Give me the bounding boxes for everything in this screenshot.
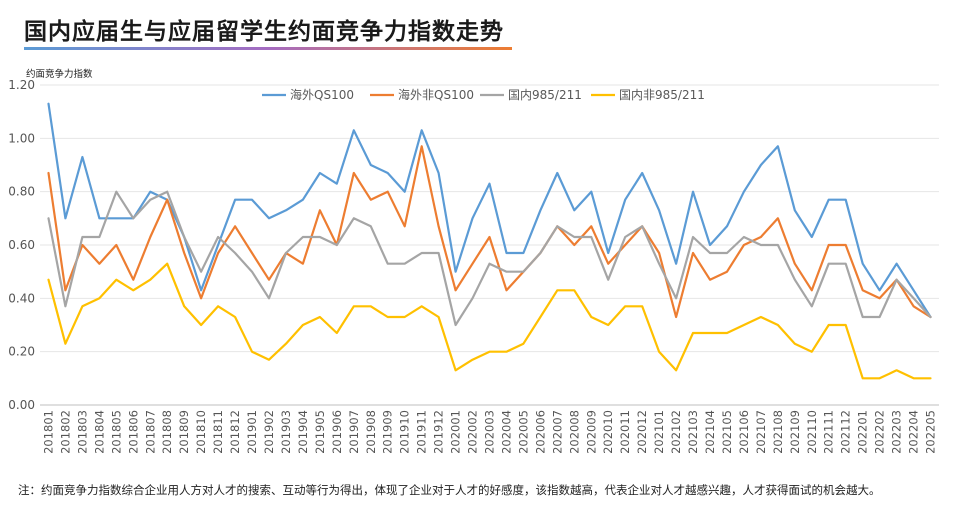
x-tick-label: 201810	[194, 410, 208, 454]
x-tick-label: 202111	[822, 410, 836, 454]
x-tick-label: 202009	[584, 410, 598, 454]
x-tick-label: 202010	[601, 410, 615, 454]
x-tick-label: 201906	[330, 410, 344, 454]
x-tick-label: 201801	[41, 410, 55, 454]
x-tick-label: 202112	[839, 410, 853, 454]
y-tick-labels: 0.00 0.20 0.40 0.60 0.80 1.00 1.20	[8, 78, 35, 412]
series-line	[47, 262, 932, 380]
x-tick-label: 202001	[449, 410, 463, 454]
x-tick-label: 202106	[737, 410, 751, 454]
x-tick-label: 201812	[228, 410, 242, 454]
series-line	[47, 190, 932, 327]
x-tick-label: 201808	[160, 410, 174, 454]
x-tick-label: 202005	[516, 410, 530, 454]
x-tick-label: 202006	[533, 410, 547, 454]
x-tick-label: 201904	[296, 410, 310, 454]
x-tick-label: 202110	[805, 410, 819, 454]
x-tick-label: 201807	[143, 410, 157, 454]
x-tick-label: 202203	[890, 410, 904, 454]
series-line	[47, 145, 932, 319]
x-tick-label: 202002	[466, 410, 480, 454]
x-tick-label: 201912	[432, 410, 446, 454]
x-tick-label: 201811	[211, 410, 225, 454]
x-tick-label: 202105	[720, 410, 734, 454]
x-tick-label: 202109	[788, 410, 802, 454]
x-tick-label: 202004	[499, 410, 513, 454]
x-tick-label: 202012	[635, 410, 649, 454]
y-axis-label: 约面竞争力指数	[26, 69, 93, 80]
legend-label: 国内985/211	[508, 88, 582, 102]
gridlines	[40, 84, 939, 406]
y-tick-label: 0.00	[8, 398, 35, 412]
x-tick-label: 201908	[364, 410, 378, 454]
x-tick-label: 202202	[873, 410, 887, 454]
x-tick-label: 202205	[924, 410, 938, 454]
legend-label: 海外非QS100	[398, 87, 474, 102]
x-tick-label: 201804	[92, 410, 106, 454]
series-lines	[47, 102, 932, 380]
y-tick-label: 1.20	[8, 78, 35, 92]
x-tick-label: 201907	[347, 410, 361, 454]
x-tick-label: 201910	[398, 410, 412, 454]
x-tick-label: 201901	[245, 410, 259, 454]
x-tick-label: 202101	[652, 410, 666, 454]
x-tick-label: 201802	[58, 410, 72, 454]
x-tick-label: 202008	[567, 410, 581, 454]
series-line	[47, 102, 932, 319]
x-tick-label: 201902	[262, 410, 276, 454]
x-tick-label: 202107	[754, 410, 768, 454]
legend-label: 海外QS100	[290, 87, 354, 102]
x-tick-label: 202103	[686, 410, 700, 454]
x-tick-label: 201911	[415, 410, 429, 454]
x-tick-label: 201903	[279, 410, 293, 454]
x-tick-label: 201809	[177, 410, 191, 454]
y-tick-label: 0.80	[8, 185, 35, 199]
x-tick-label: 202102	[669, 410, 683, 454]
x-tick-label: 202204	[907, 410, 921, 454]
x-tick-label: 201805	[109, 410, 123, 454]
x-tick-label: 202108	[771, 410, 785, 454]
legend-label: 国内非985/211	[619, 88, 705, 102]
x-tick-label: 201909	[381, 410, 395, 454]
x-tick-label: 202007	[550, 410, 564, 454]
x-tick-label: 201803	[75, 410, 89, 454]
x-tick-label: 202011	[618, 410, 632, 454]
x-tick-label: 202003	[483, 410, 497, 454]
footnote: 注：约面竞争力指数综合企业用人方对人才的搜索、互动等行为得出，体现了企业对于人才…	[18, 483, 881, 497]
y-tick-label: 0.60	[8, 238, 35, 252]
x-tick-label: 202201	[856, 410, 870, 454]
y-tick-label: 1.00	[8, 131, 35, 145]
x-tick-label: 201905	[313, 410, 327, 454]
legend: 海外QS100 海外非QS100 国内985/211 国内非985/211	[262, 87, 705, 102]
title-underline	[24, 47, 512, 50]
y-tick-label: 0.20	[8, 345, 35, 359]
x-tick-labels: 201801 201802 201803 201804 201805 201806 2018…	[41, 410, 937, 454]
x-tick-label: 202104	[703, 410, 717, 454]
line-chart: 0.000.200.400.600.801.001.20 201801 20180…	[8, 78, 939, 454]
y-tick-label: 0.40	[8, 291, 35, 305]
chart-title: 国内应届生与应届留学生约面竞争力指数走势	[24, 19, 504, 45]
x-tick-label: 201806	[126, 410, 140, 454]
